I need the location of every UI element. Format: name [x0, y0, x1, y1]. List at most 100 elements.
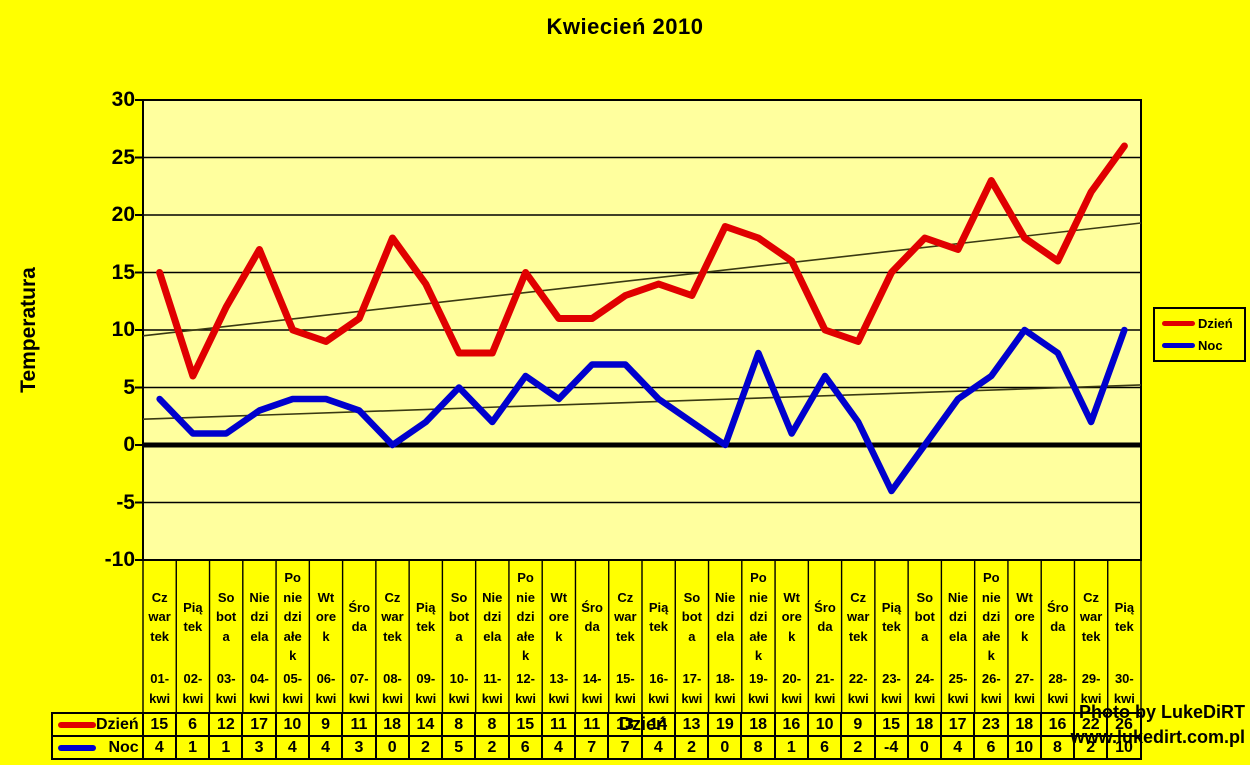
x-category-label: Sobota 17- kwi: [675, 563, 708, 712]
x-category-label: Piątek 30- kwi: [1108, 563, 1141, 712]
x-category-label: Sobota 10- kwi: [442, 563, 475, 712]
table-value-cell: 3: [341, 735, 377, 760]
table-value-cell: 4: [274, 735, 311, 760]
series-line-swatch: [58, 721, 96, 728]
date-label: 28- kwi: [1047, 671, 1069, 706]
y-tick-label: 5: [123, 375, 135, 399]
table-value-cell: 16: [1039, 712, 1076, 737]
table-value-cell: 13: [607, 712, 643, 737]
table-value-cell: 15: [141, 712, 177, 737]
table-value-cell: 0: [906, 735, 943, 760]
weekday-label: Sobota: [216, 589, 237, 644]
date-label: 26- kwi: [980, 671, 1002, 706]
table-value-cell: 10: [274, 712, 311, 737]
table-value-cell: 16: [773, 712, 809, 737]
series-line-swatch: [58, 744, 96, 751]
x-category-label: Wtorek 06- kwi: [309, 563, 342, 712]
weekday-label: Wtorek: [781, 589, 802, 644]
x-category-label: Środa 14- kwi: [575, 563, 608, 712]
table-value-cell: 0: [374, 735, 410, 760]
table-value-cell: 14: [407, 712, 444, 737]
x-category-label: Środa 21- kwi: [808, 563, 841, 712]
date-label: 19- kwi: [747, 671, 769, 706]
weekday-label: Niedziela: [715, 589, 736, 644]
y-tick-label: 10: [111, 318, 135, 341]
table-value-cell: 11: [540, 712, 577, 737]
table-value-cell: 15: [873, 712, 909, 737]
data-table: Dzień 15 6 12 17 10 9 11 18 14 8 8 15 11 11 13 14 13 19 18 1…: [51, 712, 1142, 760]
x-category-label: Czwartek 22- kwi: [842, 563, 875, 712]
x-category-label: Czwartek 29- kwi: [1074, 563, 1107, 712]
weekday-label: Piątek: [648, 599, 669, 635]
weekday-label: Wtorek: [548, 589, 569, 644]
table-value-cell: 3: [241, 735, 277, 760]
weekday-label: Czwartek: [1079, 589, 1103, 644]
weekday-label: Czwartek: [381, 589, 404, 644]
table-value-cell: 7: [607, 735, 643, 760]
date-label: 24- kwi: [914, 671, 936, 706]
date-label: 10- kwi: [448, 671, 470, 706]
date-label: 14- kwi: [581, 671, 603, 706]
table-value-cell: 8: [1039, 735, 1076, 760]
table-value-cell: 4: [141, 735, 177, 760]
date-label: 25- kwi: [947, 671, 969, 706]
y-tick-label: 15: [111, 260, 135, 284]
x-category-label: Wtorek 20- kwi: [775, 563, 808, 712]
weekday-label: Poniedziałek: [981, 570, 1001, 664]
chart-title: Kwiecień 2010: [546, 14, 704, 39]
x-category-label: Piątek 09- kwi: [409, 563, 442, 712]
x-category-label: Poniedziałek 05- kwi: [276, 563, 309, 712]
table-value-cell: 12: [208, 712, 244, 737]
weekday-label: Środa: [581, 599, 603, 635]
table-value-cell: 2: [1073, 735, 1109, 760]
watermark-line1: Photo by LukeDiRT: [1079, 702, 1245, 722]
x-category-label: Wtorek 13- kwi: [542, 563, 575, 712]
table-value-cell: 18: [1006, 712, 1042, 737]
watermark-line2: www.lukedirt.com.pl: [1070, 727, 1245, 747]
weekday-label: Czwartek: [847, 589, 870, 644]
y-tick-label: 30: [111, 88, 135, 111]
weekday-label: Poniedziałek: [283, 570, 303, 664]
date-label: 29- kwi: [1080, 671, 1102, 706]
x-category-label: Poniedziałek 12- kwi: [509, 563, 542, 712]
date-label: 21- kwi: [814, 671, 836, 706]
table-value-cell: 4: [940, 735, 976, 760]
series-key-cell: Noc: [51, 735, 144, 760]
x-category-label: Niedziela 25- kwi: [941, 563, 974, 712]
table-value-cell: 18: [906, 712, 943, 737]
legend-box: Dzień Noc: [1153, 307, 1246, 362]
date-label: 16- kwi: [648, 671, 670, 706]
table-row-Dzień: Dzień 15 6 12 17 10 9 11 18 14 8 8 15 11 11 13 14 13 19 18 1…: [51, 712, 1142, 737]
x-category-label: Czwartek 01- kwi: [143, 563, 176, 712]
date-label: 22- kwi: [847, 671, 869, 706]
date-label: 23- kwi: [881, 671, 902, 706]
table-value-cell: 18: [740, 712, 776, 737]
table-value-cell: -4: [873, 735, 909, 760]
x-category-label: Wtorek 27- kwi: [1008, 563, 1041, 712]
table-value-cell: 17: [940, 712, 976, 737]
date-label: 05- kwi: [282, 671, 304, 706]
table-value-cell: 14: [640, 712, 676, 737]
date-label: 03- kwi: [215, 671, 237, 706]
x-category-label: Czwartek 15- kwi: [609, 563, 642, 712]
weekday-label: Czwartek: [148, 589, 171, 644]
table-value-cell: 1: [174, 735, 211, 760]
weekday-label: Środa: [814, 599, 836, 635]
table-value-cell: 15: [507, 712, 543, 737]
y-tick-label: 25: [111, 145, 135, 169]
date-label: 27- kwi: [1014, 671, 1036, 706]
table-value-cell: 7: [574, 735, 610, 760]
x-category-label: Niedziela 11- kwi: [476, 563, 509, 712]
y-tick-label: -5: [116, 490, 135, 514]
table-value-cell: 0: [707, 735, 743, 760]
legend-entry-noc: Noc: [1162, 338, 1242, 353]
legend-line-swatch-dzien: [1162, 320, 1195, 326]
weekday-label: Wtorek: [1014, 589, 1035, 644]
legend-label: Noc: [1198, 338, 1223, 354]
x-category-label: Poniedziałek 19- kwi: [742, 563, 775, 712]
weekday-label: Wtorek: [315, 589, 337, 644]
table-value-cell: 11: [574, 712, 610, 737]
table-value-cell: 6: [973, 735, 1009, 760]
table-value-cell: 4: [307, 735, 344, 760]
